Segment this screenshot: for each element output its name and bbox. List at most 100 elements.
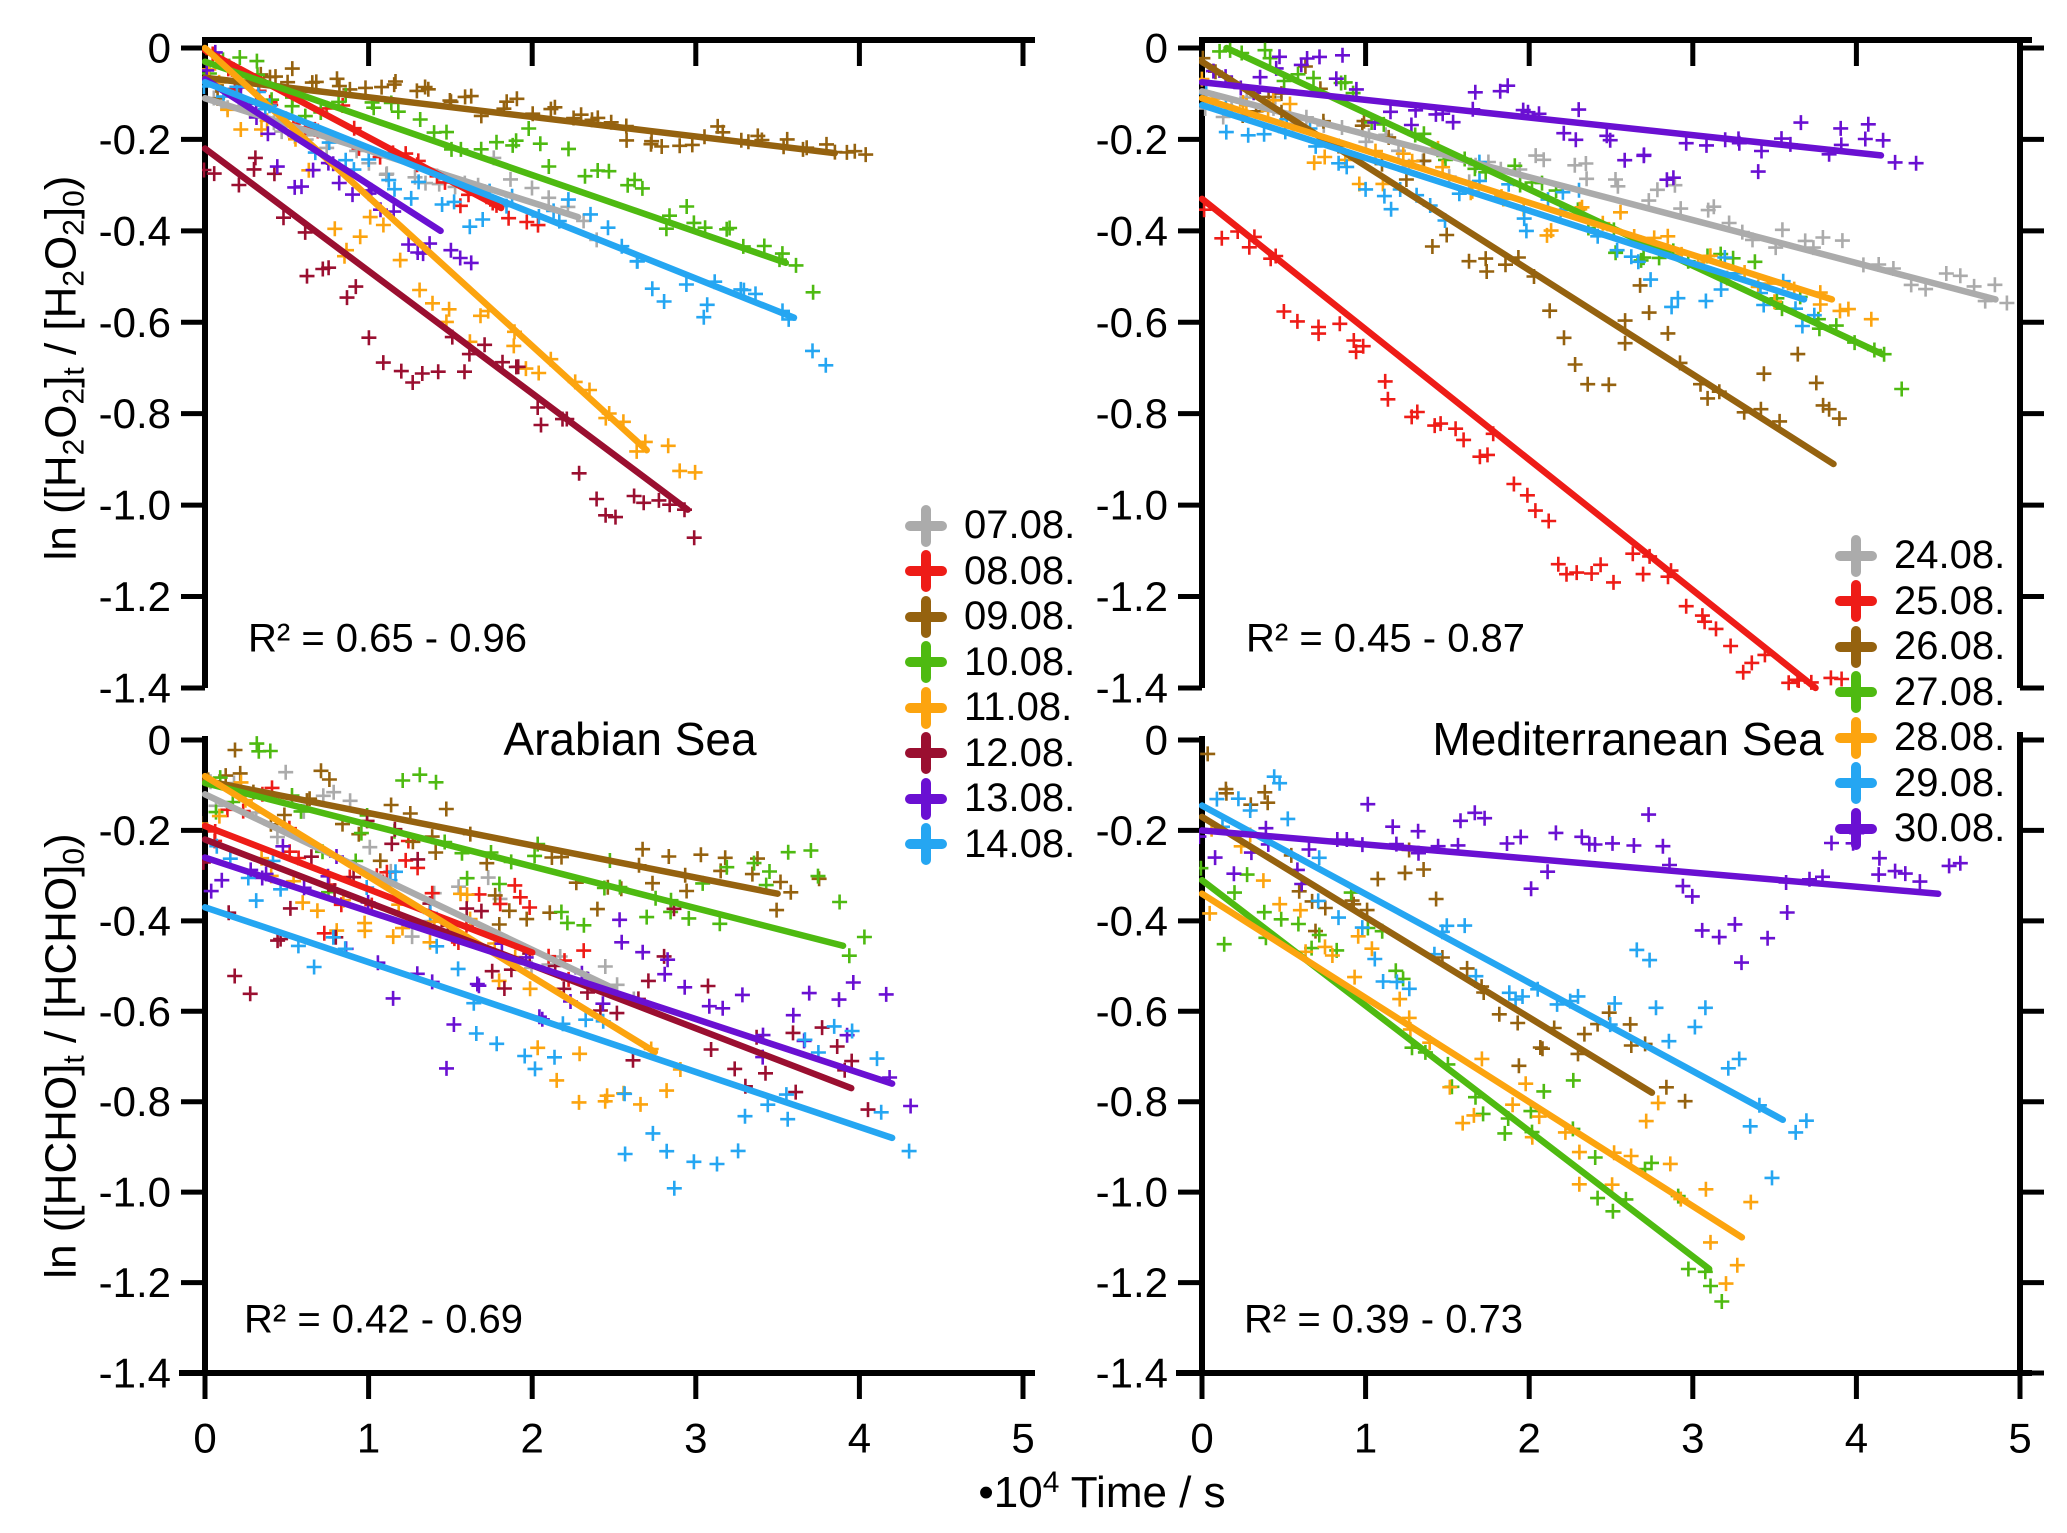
r2-annotation-top-right: R² = 0.45 - 0.87 [1246, 616, 1526, 661]
y-tick-label: -0.6 [99, 299, 171, 346]
panel-title-arabian-sea: Arabian Sea [503, 713, 757, 765]
y-tick-label: -0.4 [99, 897, 171, 944]
y-tick-label: -0.4 [1096, 207, 1168, 254]
y-tick-label: -0.8 [99, 390, 171, 437]
legend-item: 28.08. [1834, 715, 2005, 761]
legend-item: 10.08. [904, 640, 1075, 686]
fit-line-2608 [1199, 58, 1837, 468]
legend-date-label: 14.08. [964, 821, 1076, 866]
fit-line-0808 [202, 822, 536, 956]
x-tick-label: 3 [684, 1415, 707, 1462]
legend-item: 09.08. [904, 594, 1075, 640]
fit-lines-bottom-right [1199, 802, 1942, 1273]
plus-marker-icon [905, 595, 947, 638]
plus-marker-icon [1835, 807, 1877, 850]
panel-top-right: 0 -0.2 -0.4 -0.6 -0.8 -1.0 -1.2 -1.4 [1096, 25, 2044, 711]
y-tick-label: -1.2 [1096, 1259, 1168, 1306]
plus-marker-icon [1835, 671, 1877, 714]
y-tick-label: -1.0 [1096, 482, 1168, 529]
y-tick-label: -1.2 [99, 573, 171, 620]
y-tick-label: 0 [1145, 717, 1168, 764]
x-tick-label: 1 [357, 1415, 380, 1462]
y-tick-label: -1.4 [99, 664, 171, 711]
tick-labels-bottom-left: 0 -0.2 -0.4 -0.6 -0.8 -1.0 -1.2 -1.4 0 1 2 3 4 5 [99, 717, 1035, 1462]
fit-lines-top-right [1199, 44, 1999, 692]
plus-marker-icon [1835, 716, 1877, 759]
scatter-points-1208 [202, 150, 702, 546]
x-tick-label: 4 [848, 1415, 871, 1462]
fit-line-2508 [1199, 195, 1819, 692]
y-tick-label: -1.0 [99, 1169, 171, 1216]
plus-marker-icon [1835, 762, 1877, 805]
y-tick-label: -0.8 [99, 1078, 171, 1125]
fit-line-1208 [202, 145, 691, 513]
legend-item: 29.08. [1834, 761, 2005, 807]
legend-item: 30.08. [1834, 806, 2005, 852]
fit-line-0908 [202, 74, 839, 157]
scatter-points-2808 [1202, 821, 1759, 1292]
x-axis-label-time: •104 Time / s [978, 1466, 1226, 1517]
x-tick-label: 3 [1681, 1415, 1704, 1462]
legend-item: 14.08. [904, 822, 1075, 868]
fit-line-1408 [202, 904, 896, 1142]
legend-date-label: 11.08. [964, 685, 1073, 730]
plus-marker-icon [905, 732, 947, 775]
plus-marker-icon [1835, 580, 1877, 623]
legend-date-label: 29.08. [1894, 760, 2006, 805]
x-tick-label: 1 [1354, 1415, 1377, 1462]
y-tick-label: -1.0 [99, 482, 171, 529]
y-tick-label: -1.0 [1096, 1169, 1168, 1216]
plus-marker-icon [905, 686, 947, 729]
legend-arabian-sea: 07.08. 08.08. 09.08. 10.08. 11.08. 12.08. 13.0… [904, 503, 1075, 867]
y-tick-label: 0 [148, 25, 171, 72]
y-tick-label: -1.2 [1096, 573, 1168, 620]
fit-line-2808 [1199, 890, 1746, 1241]
legend-item: 08.08. [904, 549, 1075, 595]
x-tick-label: 2 [521, 1415, 544, 1462]
panel-bottom-right: 0 -0.2 -0.4 -0.6 -0.8 -1.0 -1.2 -1.4 0 1 2 3 4 5 [1096, 717, 2044, 1462]
legend-date-label: 24.08. [1894, 533, 2006, 578]
legend-date-label: 07.08. [964, 503, 1076, 548]
plus-marker-icon [905, 823, 947, 866]
plus-marker-icon [905, 504, 947, 547]
legend-item: 07.08. [904, 503, 1075, 549]
y-tick-label: -0.2 [99, 116, 171, 163]
plus-marker-icon [1835, 534, 1877, 577]
fit-line-2408 [1199, 88, 1999, 303]
y-tick-label: -1.4 [1096, 1349, 1168, 1396]
legend-date-label: 27.08. [1894, 669, 2006, 714]
x-tick-label: 5 [2008, 1415, 2031, 1462]
fit-line-0708 [202, 791, 618, 992]
panel-bottom-left: 0 -0.2 -0.4 -0.6 -0.8 -1.0 -1.2 -1.4 0 1 2 3 4 5 [99, 717, 1035, 1462]
y-tick-label: -0.2 [99, 807, 171, 854]
legend-date-label: 12.08. [964, 730, 1076, 775]
fit-lines-top-left [202, 44, 839, 513]
fit-line-1308 [202, 854, 896, 1087]
x-tick-label: 5 [1011, 1415, 1034, 1462]
tick-labels-top-left: 0 -0.2 -0.4 -0.6 -0.8 -1.0 -1.2 -1.4 [99, 25, 171, 712]
y-tick-label: -1.4 [99, 1349, 171, 1396]
legend-item: 24.08. [1834, 533, 2005, 579]
legend-date-label: 26.08. [1894, 624, 2006, 669]
plus-marker-icon [905, 550, 947, 593]
fit-line-1008 [202, 779, 847, 949]
y-tick-label: -0.6 [99, 988, 171, 1035]
x-tick-label: 2 [1518, 1415, 1541, 1462]
x-tick-label: 0 [193, 1415, 216, 1462]
legend-date-label: 30.08. [1894, 806, 2006, 851]
fit-line-1408 [202, 79, 798, 321]
legend-date-label: 09.08. [964, 594, 1076, 639]
y-tick-label: -0.6 [1096, 988, 1168, 1035]
legend-date-label: 28.08. [1894, 715, 2006, 760]
tick-labels-bottom-right: 0 -0.2 -0.4 -0.6 -0.8 -1.0 -1.2 -1.4 0 1 2 3 4 5 [1096, 717, 2032, 1462]
y-tick-label: -0.6 [1096, 299, 1168, 346]
plus-marker-icon [905, 641, 947, 684]
scatter-points-2908 [1209, 769, 1814, 1186]
fit-line-3008 [1199, 79, 1885, 159]
r2-annotation-top-left: R² = 0.65 - 0.96 [248, 616, 528, 661]
legend-date-label: 13.08. [964, 776, 1076, 821]
legend-mediterranean-sea: 24.08. 25.08. 26.08. 27.08. 28.08. 29.08. 30.0… [1834, 533, 2005, 852]
legend-item: 26.08. [1834, 624, 2005, 670]
fit-line-1108 [202, 772, 659, 1056]
